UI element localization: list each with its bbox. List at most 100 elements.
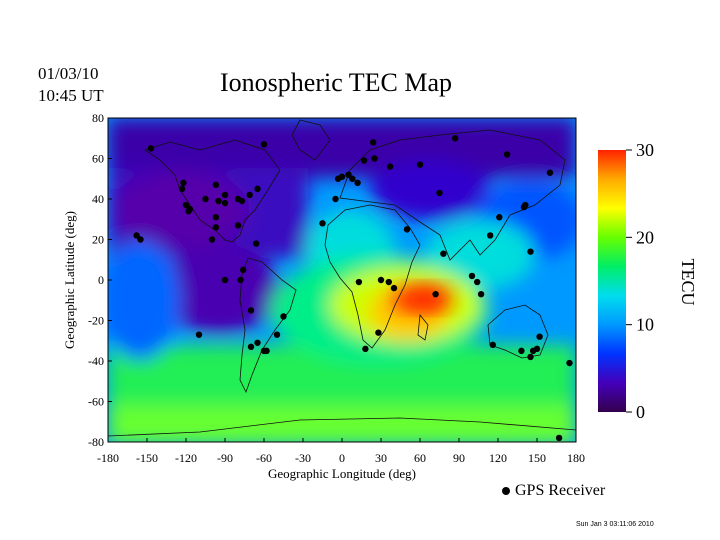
gps-receiver-marker [246,191,253,199]
y-axis-label: Geographic Latitude (deg) [62,211,77,349]
gps-receiver-marker [555,434,563,442]
gps-receiver-marker [362,345,369,353]
gps-receiver-marker [527,248,534,255]
gps-receiver-marker [221,276,229,284]
gps-receiver-marker [254,339,261,346]
gps-receiver-marker [215,197,222,205]
gps-receiver-marker [195,331,203,338]
gps-receiver-marker [451,135,459,142]
gps-receiver-marker [496,214,503,221]
gps-receiver-marker [487,232,494,239]
map-title: Ionospheric TEC Map [220,68,453,97]
gps-receiver-marker [386,163,394,170]
gps-receiver-marker [238,197,246,205]
x-axis-label: Geographic Longitude (deg) [268,466,416,481]
gps-receiver-marker [273,331,281,338]
gps-receiver-marker [345,171,352,178]
gps-receiver-marker [477,290,485,298]
gps-receiver-marker [280,313,287,320]
gps-receiver-marker [522,201,529,209]
gps-receiver-marker [354,179,361,186]
x-tick-label: 60 [414,451,426,465]
gps-receiver-marker [202,195,209,203]
gps-receiver-marker [432,290,439,298]
map-date: 01/03/10 [38,64,99,83]
gps-receiver-marker [468,272,476,280]
gps-receiver-marker [416,161,424,168]
x-tick-label: -180 [97,451,119,465]
y-tick-label: -80 [88,435,104,449]
gps-receiver-marker [390,284,398,292]
africa-coast [324,204,421,349]
gps-receiver-marker [133,232,140,239]
y-tick-label: 20 [92,233,104,247]
colorbar-tick-label: 30 [636,140,654,160]
colorbar [598,150,626,412]
gps-receiver-marker [503,151,511,158]
gps-receiver-marker [237,276,244,284]
gps-receiver-marker [234,222,242,229]
x-tick-label: -150 [136,451,158,465]
gps-receiver-marker [377,276,385,284]
tec-peak [400,286,450,310]
gps-receiver-marker [385,278,392,286]
gps-receiver-marker [436,189,443,197]
y-tick-label: -40 [88,354,104,368]
gps-receiver-marker [178,185,186,193]
colorbar-tick-label: 10 [636,315,654,335]
gps-receiver-marker [180,179,187,186]
y-tick-label: -60 [88,395,104,409]
y-tick-label: 0 [98,273,104,287]
gps-receiver-marker [247,307,255,314]
antarctica-coast [108,417,576,437]
x-tick-label: -60 [256,451,272,465]
pacific-low [108,240,180,360]
x-tick-label: 0 [339,451,345,465]
x-tick-label: -30 [295,451,311,465]
gps-receiver-marker [349,175,356,182]
gps-receivers [133,135,573,442]
gps-receiver-marker [319,220,326,227]
gps-receiver-marker [263,347,270,355]
gps-receiver-marker [440,250,447,257]
x-tick-label: 30 [375,451,387,465]
gps-receiver-marker [518,347,525,355]
gps-receiver-marker [208,236,216,243]
gps-receiver-marker [529,347,537,355]
gps-receiver-marker [247,343,255,351]
x-tick-label: 180 [567,451,585,465]
y-tick-label: 80 [92,111,104,125]
receiver-dot-icon [502,487,510,495]
x-tick-label: 150 [528,451,546,465]
y-tick-label: 60 [92,152,104,166]
gps-receiver-marker [536,333,543,340]
map-time: 10:45 UT [38,86,104,105]
x-tick-label: -120 [175,451,197,465]
footer-timestamp: Sun Jan 3 03:11:06 2010 [576,521,654,528]
gps-receiver-marker [212,214,220,221]
colorbar-tick-label: 20 [636,227,654,247]
gps-receiver-marker [355,278,363,286]
europe-low [370,160,490,220]
gps-receiver-marker [370,139,377,146]
eurasia-coast [339,129,566,261]
gps-receiver-marker [240,266,247,274]
gps-receiver-marker [147,145,155,152]
gps-receiver-marker [403,226,411,233]
gps-receiver-marker [260,141,268,148]
colorbar-ticks: 30 20 10 0 [626,140,654,422]
gps-receiver-marker [375,329,382,336]
gps-receiver-marker [474,278,481,286]
gps-receiver-marker [212,224,220,231]
gps-receiver-marker [137,236,144,243]
gps-receiver-marker [182,201,190,209]
gps-receiver-marker [338,173,346,180]
colorbar-tick-label: 0 [636,402,645,422]
south-america-coast [239,257,297,394]
north-america-low [110,170,250,250]
gps-receiver-marker [489,341,496,348]
gps-receiver-marker [332,195,339,203]
colorbar-label: TECU [678,259,698,306]
y-tick-label: -20 [88,314,104,328]
